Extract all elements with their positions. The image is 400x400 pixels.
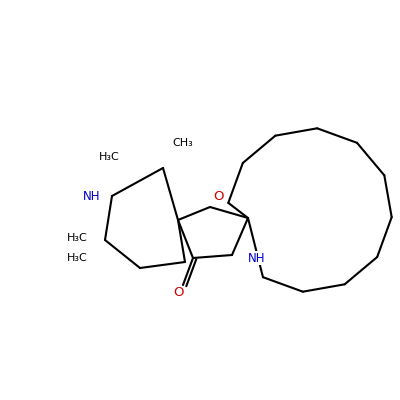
Text: H₃C: H₃C <box>99 152 120 162</box>
Text: H₃C: H₃C <box>67 253 88 263</box>
Text: NH: NH <box>248 252 266 264</box>
Text: O: O <box>173 286 183 300</box>
Text: CH₃: CH₃ <box>172 138 193 148</box>
Text: NH: NH <box>82 190 100 202</box>
Text: O: O <box>213 190 223 202</box>
Text: H₃C: H₃C <box>67 233 88 243</box>
